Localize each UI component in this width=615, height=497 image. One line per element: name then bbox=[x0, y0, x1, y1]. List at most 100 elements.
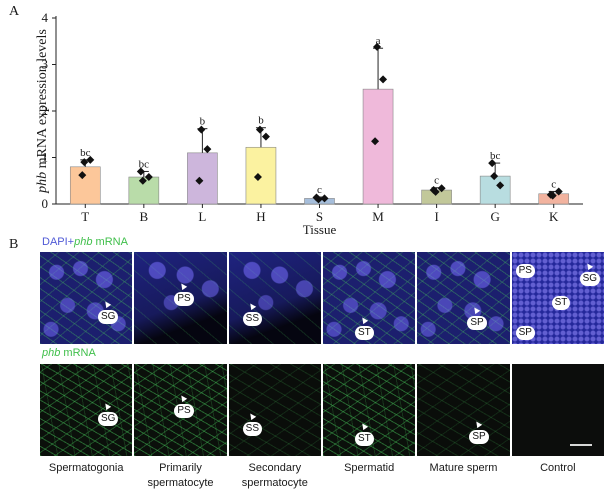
cell-label-ps: PS bbox=[174, 292, 194, 306]
arrowhead-icon bbox=[359, 421, 369, 431]
x-tick-label-M: M bbox=[372, 209, 384, 224]
data-point-L bbox=[197, 125, 206, 134]
data-point-H bbox=[253, 173, 262, 182]
data-point-M bbox=[371, 137, 380, 146]
data-point-I bbox=[437, 184, 446, 193]
x-tick-label-G: G bbox=[490, 209, 499, 224]
bar-L bbox=[187, 152, 218, 205]
significance-label-M: a bbox=[376, 35, 381, 47]
micrograph-row-merged: SG PS SS ST SP PS SG ST SP bbox=[40, 252, 604, 344]
y-tick-label: 4 bbox=[42, 10, 49, 25]
micrograph-captions: Spermatogonia Primarily spermatocyte Secon… bbox=[40, 461, 604, 491]
caption-3: Secondary spermatocyte bbox=[241, 462, 308, 489]
merged-micrograph-1: SG bbox=[40, 252, 133, 344]
caption-4: Spermatid bbox=[344, 462, 395, 474]
dapi-label-suffix: mRNA bbox=[92, 236, 128, 248]
y-tick-label: 0 bbox=[42, 196, 49, 211]
x-tick-label-B: B bbox=[139, 209, 148, 224]
data-point-G bbox=[488, 159, 497, 168]
caption-1: Spermatogonia bbox=[48, 462, 124, 474]
phb-micrograph-1: SG bbox=[40, 364, 133, 456]
cell-label-sp: SP bbox=[515, 326, 535, 340]
cell-label-ss: SS bbox=[242, 312, 262, 326]
dapi-label-gene: phb bbox=[74, 236, 93, 248]
arrowhead-icon bbox=[102, 401, 112, 411]
significance-label-K: c bbox=[551, 178, 556, 190]
x-tick-label-H: H bbox=[256, 209, 265, 224]
merged-micrograph-2: PS bbox=[134, 252, 227, 344]
cell-label-sg: SG bbox=[98, 310, 119, 324]
cell-label-ss: SS bbox=[242, 422, 262, 436]
phb-micrograph-3: SS bbox=[228, 364, 321, 456]
dapi-label-prefix: DAPI+ bbox=[42, 236, 75, 248]
significance-label-S: c bbox=[317, 184, 322, 196]
arrowhead-icon bbox=[359, 315, 369, 325]
x-axis-label: Tissue bbox=[303, 222, 337, 237]
data-point-T bbox=[80, 158, 89, 167]
cell-label-st: ST bbox=[551, 296, 571, 310]
data-point-L bbox=[203, 145, 212, 154]
data-point-M bbox=[379, 75, 388, 84]
y-axis-label-rest: mRNA expression levels bbox=[35, 29, 50, 172]
y-tick-label: 3 bbox=[42, 57, 49, 72]
micrograph-row-phb: SG PS SS ST SP bbox=[40, 364, 604, 456]
panel-a-letter: A bbox=[9, 4, 20, 19]
cell-label-sg: SG bbox=[579, 272, 601, 286]
x-tick-label-T: T bbox=[81, 209, 89, 224]
significance-label-L: b bbox=[200, 116, 206, 128]
y-axis-label: phb mRNA expression levels bbox=[35, 29, 50, 194]
cell-label-sp: SP bbox=[469, 430, 489, 444]
phb-label-gene: phb bbox=[42, 347, 61, 359]
bar-M bbox=[362, 88, 394, 205]
data-point-B bbox=[138, 176, 147, 185]
arrowhead-icon bbox=[102, 299, 112, 309]
arrowhead-icon bbox=[247, 301, 256, 311]
significance-label-G: bc bbox=[490, 150, 501, 162]
significance-label-T: bc bbox=[80, 147, 91, 159]
data-point-K bbox=[546, 190, 555, 199]
significance-label-H: b bbox=[258, 115, 264, 127]
dapi-label: DAPI+phb mRNA bbox=[42, 236, 128, 248]
phb-label-suffix: mRNA bbox=[60, 347, 96, 359]
data-point-K bbox=[554, 187, 563, 196]
data-point-S bbox=[312, 193, 321, 202]
caption-6: Control bbox=[540, 462, 576, 474]
phb-micrograph-2: PS bbox=[134, 364, 227, 456]
y-axis-label-gene: phb bbox=[35, 172, 50, 194]
phb-micrograph-6 bbox=[511, 364, 604, 456]
merged-micrograph-5: SP bbox=[417, 252, 510, 344]
cell-label-ps: PS bbox=[174, 404, 194, 418]
merged-micrograph-4: ST bbox=[322, 252, 416, 344]
scale-bar bbox=[569, 444, 592, 446]
caption-5: Mature sperm bbox=[429, 462, 498, 474]
bar-H bbox=[245, 146, 277, 205]
data-point-G bbox=[490, 172, 499, 181]
bar-T bbox=[69, 166, 101, 205]
data-point-M bbox=[373, 42, 382, 51]
cell-label-st: ST bbox=[354, 326, 374, 340]
data-point-T bbox=[86, 155, 95, 164]
data-point-H bbox=[255, 125, 264, 134]
data-point-H bbox=[261, 132, 270, 141]
arrowhead-icon bbox=[472, 305, 481, 315]
arrowhead-icon bbox=[179, 393, 188, 403]
y-tick-label: 1 bbox=[42, 150, 49, 165]
merged-micrograph-6: PS SG ST SP bbox=[511, 252, 604, 344]
data-point-B bbox=[144, 173, 153, 182]
arrowhead-icon bbox=[474, 419, 483, 429]
data-point-I bbox=[429, 186, 438, 195]
cell-label-sp: SP bbox=[467, 316, 487, 330]
data-point-L bbox=[195, 176, 204, 185]
x-tick-label-K: K bbox=[549, 209, 559, 224]
significance-label-I: c bbox=[434, 175, 439, 187]
y-tick-label: 2 bbox=[42, 103, 49, 118]
merged-micrograph-3: SS bbox=[228, 252, 321, 344]
phb-micrograph-5: SP bbox=[417, 364, 510, 456]
cell-label-sg: SG bbox=[98, 412, 119, 426]
cell-label-ps: PS bbox=[515, 264, 535, 278]
cell-label-st: ST bbox=[354, 432, 374, 446]
x-tick-label-S: S bbox=[316, 209, 323, 224]
panel-b-letter: B bbox=[9, 237, 19, 252]
x-tick-label-L: L bbox=[198, 209, 206, 224]
